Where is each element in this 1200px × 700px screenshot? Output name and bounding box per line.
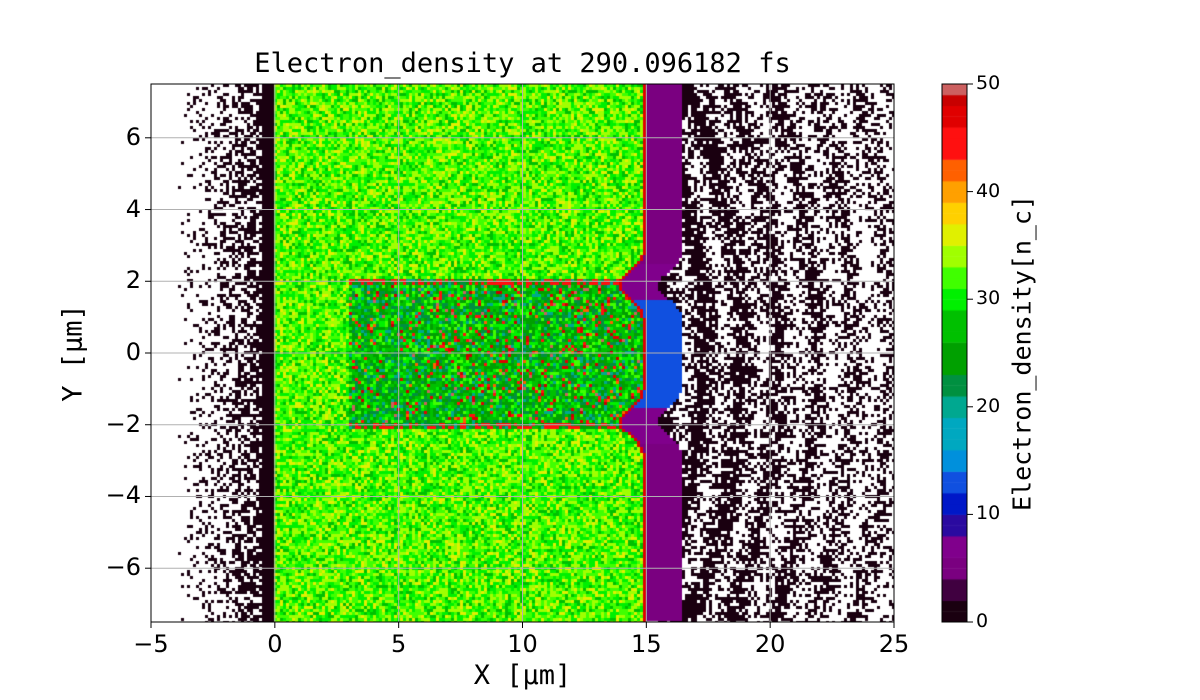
colorbar-tick-label: 30 [976,287,1001,310]
y-tick-label: 6 [125,122,141,151]
x-tick-label: 20 [754,630,786,658]
colorbar-frame [941,83,968,623]
y-tick-label: −2 [105,409,141,438]
colorbar [942,84,967,622]
x-tick-label: 25 [878,630,910,658]
y-tick-label: −4 [105,481,141,510]
colorbar-tick-label: 0 [976,610,989,632]
y-axis-label: Y [μm] [57,304,89,402]
colorbar-tick-label: 10 [976,502,1001,525]
plot-frame [150,83,895,623]
chart-title: Electron_density at 290.096182 fs [254,48,791,79]
x-axis-label: X [μm] [473,660,572,691]
x-tick-label: 10 [507,630,538,658]
y-tick-label: 4 [125,194,141,223]
y-tick-label: 0 [125,338,141,366]
colorbar-tick-label: 20 [976,394,1001,417]
colorbar-tick-label: 50 [976,72,1001,94]
x-tick-label: 5 [391,630,407,658]
x-tick-label: −5 [133,630,169,658]
x-tick-label: 15 [631,630,662,658]
x-tick-label: 0 [267,630,283,658]
y-tick-label: −6 [105,553,141,582]
colorbar-label: Electron_density[n_c] [1007,194,1037,512]
y-tick-label: 2 [125,266,141,295]
colorbar-tick-label: 40 [976,179,1001,202]
